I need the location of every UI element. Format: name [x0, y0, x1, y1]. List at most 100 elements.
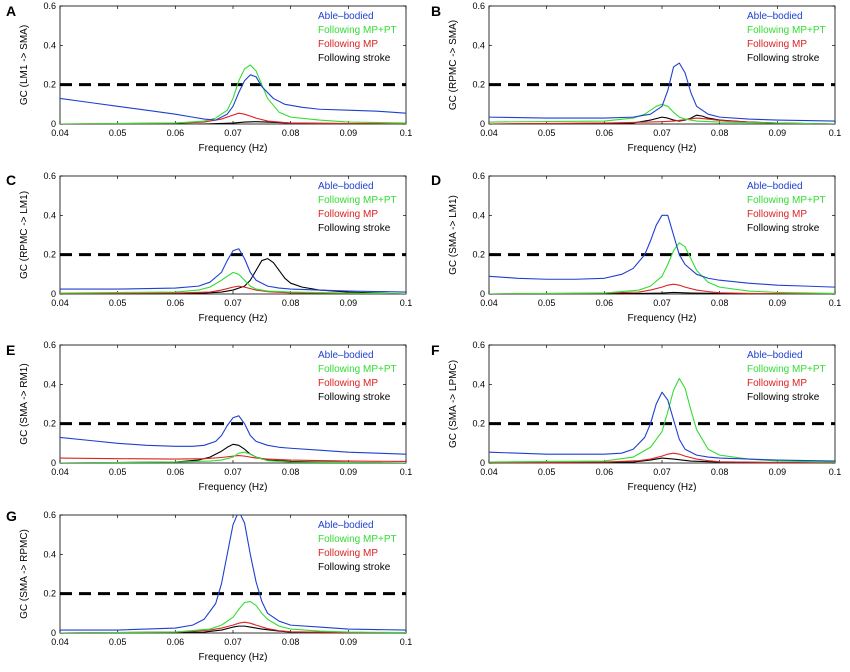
series-line-mp-pt: [489, 377, 835, 463]
x-tick-label: 0.09: [340, 128, 358, 138]
series-line-able-bodied: [60, 415, 406, 455]
x-tick-label: 0.07: [224, 467, 242, 477]
x-tick-label: 0.04: [51, 298, 69, 308]
panel-letter: E: [6, 342, 15, 358]
x-tick-label: 0.09: [769, 467, 787, 477]
x-tick-label: 0.06: [596, 128, 614, 138]
x-tick-label: 0.07: [224, 298, 242, 308]
y-tick-label: 0.4: [43, 210, 56, 220]
x-tick-label: 0.09: [769, 128, 787, 138]
y-tick-label: 0.2: [43, 80, 56, 90]
y-tick-label: 0.6: [472, 340, 485, 350]
x-tick-label: 0.05: [538, 467, 556, 477]
plot-area: [60, 515, 406, 633]
x-axis-label: Frequency (Hz): [628, 313, 697, 324]
y-axis-label: GC (SMA -> RM1): [19, 363, 30, 444]
series-line-mp: [60, 285, 406, 294]
axes-box: [488, 344, 836, 464]
panel-letter: D: [431, 172, 441, 188]
x-tick-label: 0.08: [282, 467, 300, 477]
legend-entry-stroke: Following stroke: [747, 392, 820, 403]
panel-d: D 0.04 0.05 0.06 0.07 0.08 0.09 0.1 0 0.2 0.4 0.6 Fr…: [431, 171, 841, 324]
legend-entry-mp-pt: Following MP+PT: [318, 364, 397, 375]
x-tick-label: 0.05: [109, 128, 127, 138]
axes-box: [59, 514, 407, 634]
x-tick-label: 0.04: [480, 467, 498, 477]
legend-entry-mp: Following MP: [318, 209, 378, 220]
series-line-mp: [60, 454, 406, 462]
y-tick-label: 0.2: [472, 419, 485, 429]
legend-entry-able-bodied: Able–bodied: [318, 11, 374, 22]
panel-g: G 0.04 0.05 0.06 0.07 0.08 0.09 0.1 0 0.2 0.4 0.6 Fr…: [6, 508, 412, 663]
panel-b: B 0.04 0.05 0.06 0.07 0.08 0.09 0.1 0 0.2 0.4 0.6 Fr…: [431, 1, 841, 154]
x-tick-label: 0.07: [653, 467, 671, 477]
panel-a: A 0.04 0.05 0.06 0.07 0.08 0.09 0.1 0 0.2 0.4 0.6 Fr…: [6, 1, 412, 154]
x-tick-label: 0.06: [596, 298, 614, 308]
x-axis-label: Frequency (Hz): [199, 652, 268, 663]
x-tick-label: 0.05: [109, 298, 127, 308]
x-tick-label: 0.07: [653, 298, 671, 308]
legend-entry-mp: Following MP: [318, 548, 378, 559]
x-tick-label: 0.04: [51, 467, 69, 477]
panel-c: C 0.04 0.05 0.06 0.07 0.08 0.09 0.1 0 0.2 0.4 0.6 Fr…: [6, 171, 412, 324]
y-tick-label: 0.2: [472, 80, 485, 90]
y-tick-label: 0: [51, 289, 56, 299]
x-axis-label: Frequency (Hz): [199, 313, 268, 324]
y-axis-label: GC (RPMC -> SMA): [448, 20, 459, 110]
legend-entry-mp: Following MP: [747, 209, 807, 220]
x-tick-label: 0.04: [51, 128, 69, 138]
y-axis-label: GC (SMA -> LM1): [448, 195, 459, 275]
legend-entry-stroke: Following stroke: [318, 392, 391, 403]
series-line-mp-pt: [60, 451, 406, 463]
y-tick-label: 0: [51, 119, 56, 129]
x-tick-label: 0.1: [400, 637, 413, 647]
legend-entry-mp: Following MP: [747, 378, 807, 389]
series-line-mp-pt: [60, 600, 406, 633]
x-axis-label: Frequency (Hz): [199, 143, 268, 154]
x-tick-label: 0.08: [711, 467, 729, 477]
plot-area: [60, 64, 406, 124]
plot-area: [60, 415, 406, 463]
x-tick-label: 0.06: [167, 128, 185, 138]
y-tick-label: 0.2: [472, 250, 485, 260]
y-tick-label: 0.6: [43, 171, 56, 181]
plot-area: [489, 377, 835, 463]
plot-area: [60, 248, 406, 294]
y-axis-label: GC (RPMC -> LM1): [19, 191, 30, 279]
panel-letter: G: [6, 508, 17, 524]
y-tick-label: 0.4: [43, 379, 56, 389]
legend-entry-mp-pt: Following MP+PT: [747, 195, 826, 206]
legend-entry-able-bodied: Able–bodied: [318, 350, 374, 361]
x-tick-label: 0.09: [340, 298, 358, 308]
y-tick-label: 0.6: [43, 340, 56, 350]
x-tick-label: 0.1: [829, 128, 842, 138]
y-axis-label: GC (SMA -> LPMC): [448, 360, 459, 448]
x-tick-label: 0.08: [711, 128, 729, 138]
panel-f: F 0.04 0.05 0.06 0.07 0.08 0.09 0.1 0 0.2 0.4 0.6 Fr…: [431, 340, 841, 493]
legend-entry-stroke: Following stroke: [747, 223, 820, 234]
x-tick-label: 0.1: [829, 298, 842, 308]
x-tick-label: 0.07: [224, 637, 242, 647]
series-line-mp-pt: [60, 271, 406, 294]
x-tick-label: 0.08: [711, 298, 729, 308]
y-tick-label: 0: [480, 458, 485, 468]
y-tick-label: 0.2: [43, 250, 56, 260]
series-line-mp: [60, 621, 406, 633]
x-tick-label: 0.05: [538, 298, 556, 308]
x-tick-label: 0.04: [51, 637, 69, 647]
panel-e: E 0.04 0.05 0.06 0.07 0.08 0.09 0.1 0 0.2 0.4 0.6 Fr…: [6, 340, 412, 493]
y-tick-label: 0: [480, 119, 485, 129]
x-tick-label: 0.04: [480, 298, 498, 308]
x-tick-label: 0.1: [400, 467, 413, 477]
x-tick-label: 0.06: [596, 467, 614, 477]
legend-entry-able-bodied: Able–bodied: [747, 11, 803, 22]
y-axis-label: GC (LM1 -> SMA): [19, 25, 30, 105]
series-line-able-bodied: [60, 74, 406, 121]
x-tick-label: 0.05: [109, 467, 127, 477]
y-tick-label: 0: [480, 289, 485, 299]
legend-entry-stroke: Following stroke: [747, 53, 820, 64]
panel-letter: A: [6, 3, 16, 19]
x-tick-label: 0.07: [653, 128, 671, 138]
x-tick-label: 0.08: [282, 637, 300, 647]
